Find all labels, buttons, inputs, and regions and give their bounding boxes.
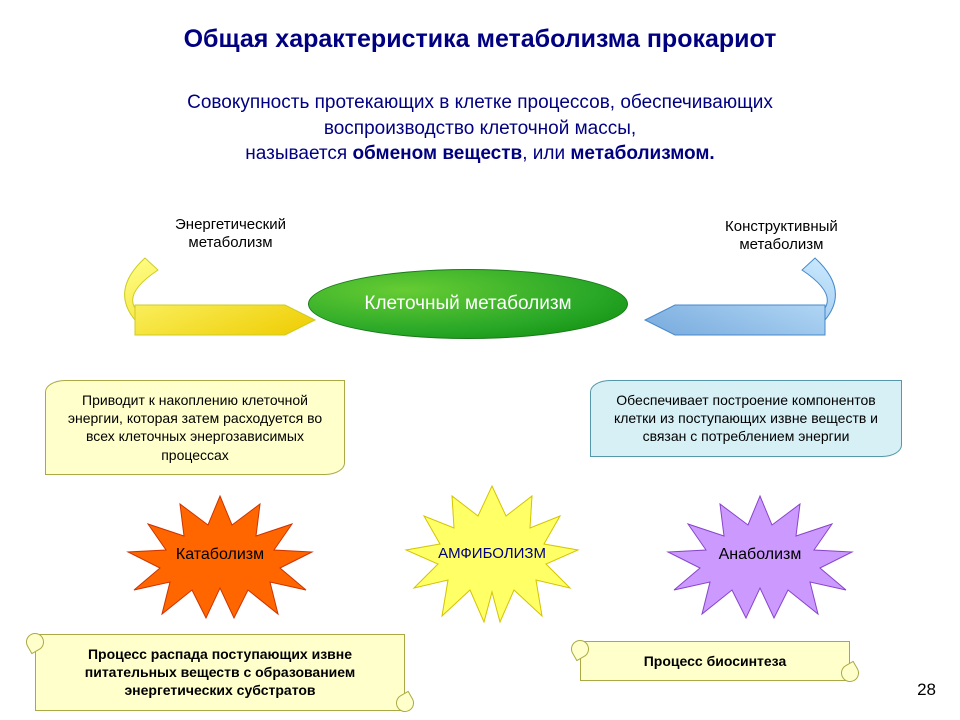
label-energy-text: Энергетическийметаболизм (175, 216, 286, 251)
subtitle-line1: Совокупность протекающих в клетке процес… (187, 92, 773, 113)
burst-catabolism-label: Катаболизм (176, 546, 264, 564)
banner-energy-text: Приводит к накоплению клеточной энергии,… (68, 392, 322, 463)
burst-catabolism: Катаболизм (120, 490, 320, 620)
label-energy: Энергетическийметаболизм (175, 216, 286, 252)
label-constructive-text: Конструктивныйметаболизм (725, 218, 838, 253)
label-constructive: Конструктивныйметаболизм (725, 218, 838, 254)
subtitle-bold1: обменом веществ (352, 143, 522, 164)
arrow-right-icon (620, 250, 850, 350)
subtitle-line3a: называется (245, 143, 352, 164)
burst-anabolism-label: Анаболизм (719, 546, 802, 564)
center-label: Клеточный метаболизм (364, 293, 571, 315)
banner-constructive-text: Обеспечивает построение компонентов клет… (614, 392, 878, 444)
burst-amphibolism: АМФИБОЛИЗМ (402, 478, 582, 628)
burst-anabolism: Анаболизм (660, 490, 860, 620)
slide-subtitle: Совокупность протекающих в клетке процес… (0, 90, 960, 167)
subtitle-bold2: метаболизмом. (570, 143, 714, 164)
scroll-catabolism: Процесс распада поступающих извне питате… (35, 634, 405, 711)
scroll-anabolism-text: Процесс биосинтеза (644, 653, 787, 669)
scroll-anabolism: Процесс биосинтеза (580, 641, 850, 681)
slide-title: Общая характеристика метаболизма прокари… (0, 25, 960, 54)
subtitle-line3c: , или (522, 143, 570, 164)
scroll-catabolism-text: Процесс распада поступающих извне питате… (85, 646, 355, 698)
center-ellipse: Клеточный метаболизм (308, 269, 628, 339)
banner-energy: Приводит к накоплению клеточной энергии,… (45, 380, 345, 475)
banner-constructive: Обеспечивает построение компонентов клет… (590, 380, 902, 457)
burst-amphibolism-label: АМФИБОЛИЗМ (438, 545, 546, 562)
subtitle-line2: воспроизводство клеточной массы, (324, 118, 636, 139)
page-number: 28 (917, 680, 936, 700)
arrow-left-icon (110, 250, 320, 350)
